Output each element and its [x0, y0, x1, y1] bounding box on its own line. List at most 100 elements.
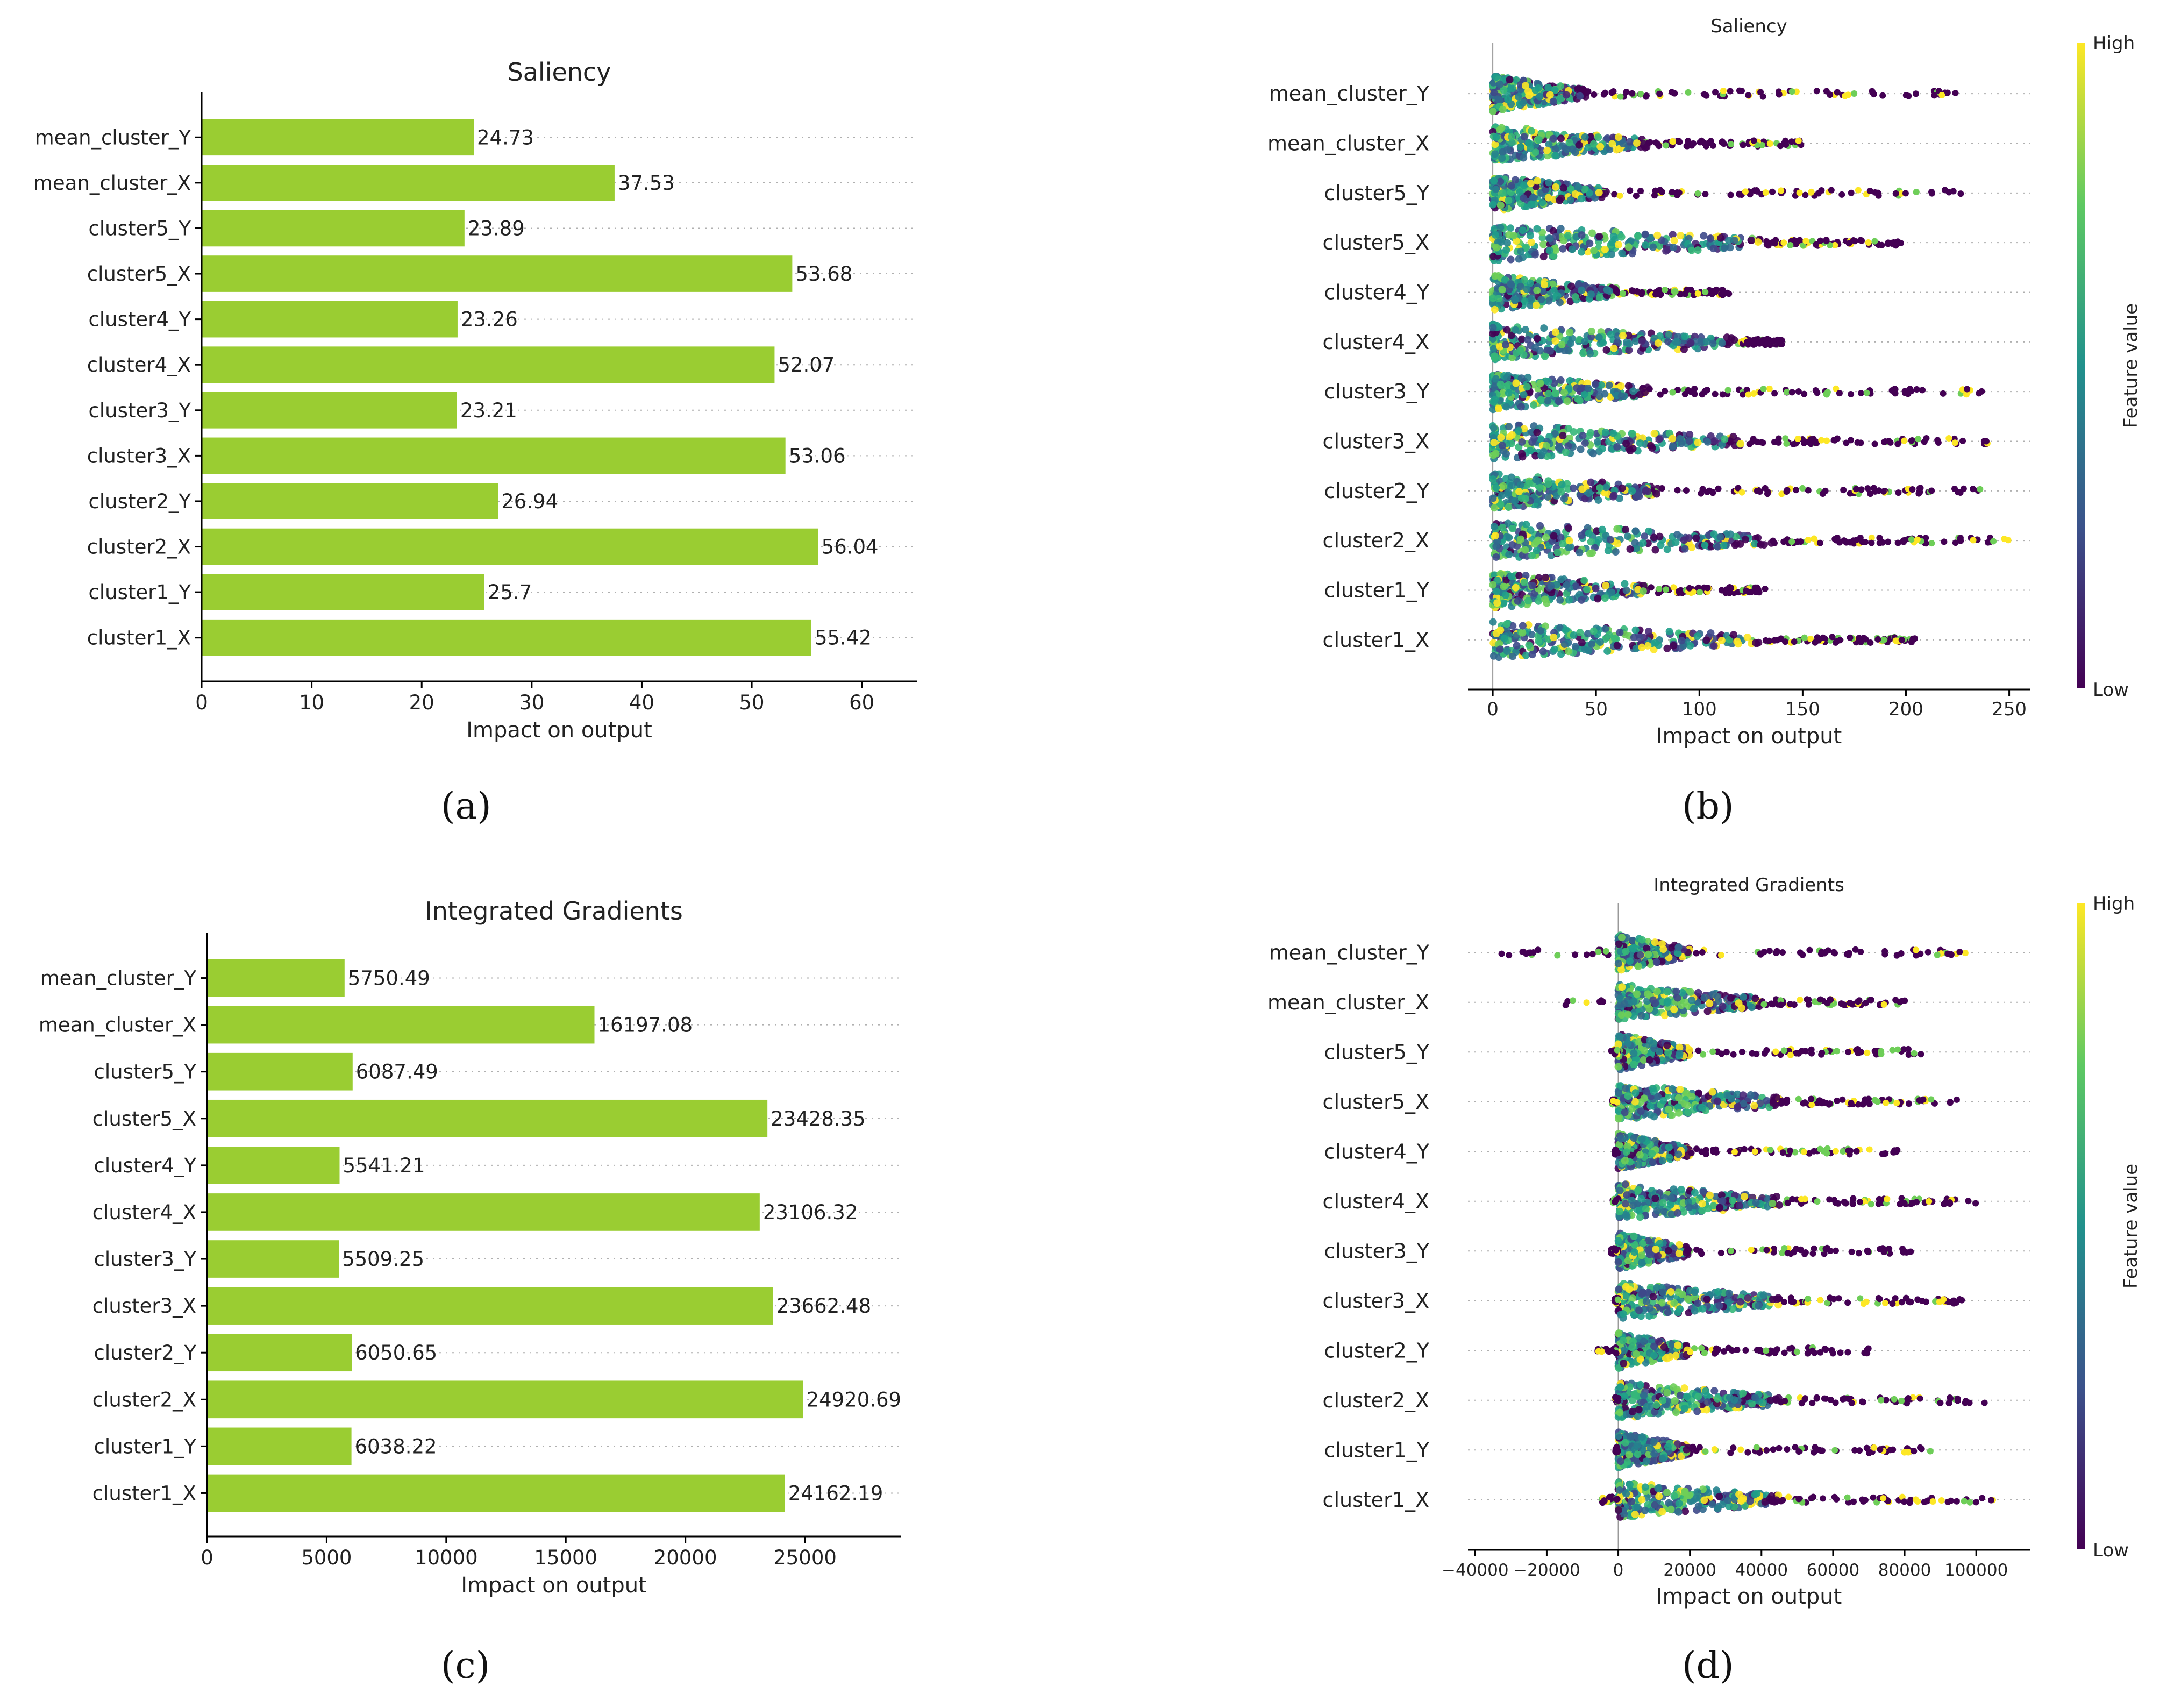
- beeswarm-point: [1489, 424, 1498, 432]
- beeswarm-point: [1532, 301, 1540, 309]
- beeswarm-point: [1508, 133, 1516, 141]
- beeswarm-point: [1686, 431, 1694, 439]
- beeswarm-point: [1823, 437, 1830, 444]
- beeswarm-point: [1490, 439, 1498, 447]
- beeswarm-point: [1970, 537, 1977, 544]
- chart-title: Saliency: [1710, 16, 1787, 37]
- beeswarm-point: [1703, 143, 1710, 150]
- x-tick-label: 50: [739, 691, 765, 714]
- beeswarm-point: [1517, 450, 1526, 458]
- beeswarm-point: [1608, 588, 1616, 596]
- beeswarm-point: [1498, 442, 1506, 450]
- beeswarm-point: [1727, 530, 1735, 538]
- beeswarm-point: [1523, 950, 1530, 957]
- bar: [207, 1147, 340, 1184]
- beeswarm-point: [1715, 485, 1722, 492]
- beeswarm-point: [1531, 540, 1539, 548]
- beeswarm-point: [1613, 443, 1621, 451]
- beeswarm-point: [1648, 444, 1656, 452]
- beeswarm-point: [1670, 584, 1677, 591]
- beeswarm-point: [1686, 585, 1693, 592]
- beeswarm-point: [1508, 541, 1516, 549]
- beeswarm-point: [1610, 88, 1617, 95]
- beeswarm-point: [1501, 341, 1509, 349]
- beeswarm-point: [1855, 187, 1862, 194]
- beeswarm-point: [1557, 134, 1565, 143]
- beeswarm-point: [1505, 196, 1513, 204]
- beeswarm-point: [1578, 596, 1586, 604]
- beeswarm-point: [1662, 287, 1669, 294]
- beeswarm-point: [1489, 652, 1498, 660]
- beeswarm-point: [1709, 245, 1717, 253]
- bar: [202, 392, 457, 429]
- beeswarm-point: [1805, 487, 1812, 494]
- beeswarm-point: [1595, 333, 1603, 341]
- x-tick-label: 30: [519, 691, 544, 714]
- beeswarm-point: [1596, 143, 1605, 151]
- beeswarm-point: [1552, 183, 1560, 191]
- beeswarm-point: [1781, 638, 1788, 645]
- beeswarm-point: [1535, 946, 1542, 953]
- beeswarm-point: [1551, 337, 1559, 345]
- beeswarm-point: [1544, 194, 1552, 202]
- beeswarm-point: [1624, 243, 1633, 251]
- beeswarm-point: [1638, 643, 1646, 651]
- beeswarm-point: [1594, 438, 1602, 446]
- colorbar-high-label: High: [2093, 33, 2135, 54]
- beeswarm-point: [1694, 190, 1701, 197]
- beeswarm-point: [1651, 639, 1659, 647]
- beeswarm-point: [1560, 495, 1568, 503]
- beeswarm-point: [1843, 439, 1850, 446]
- y-tick-label: cluster4_X: [87, 353, 191, 376]
- beeswarm-point: [1496, 380, 1505, 388]
- beeswarm-point: [1655, 435, 1663, 443]
- beeswarm-point: [1492, 543, 1500, 551]
- beeswarm-point: [1740, 993, 1748, 1001]
- y-tick-label: mean_cluster_X: [1267, 991, 1429, 1014]
- beeswarm-point: [1490, 89, 1498, 97]
- bar: [207, 1006, 595, 1044]
- beeswarm-point: [1751, 994, 1759, 1002]
- y-tick-label: cluster1_X: [92, 1482, 196, 1505]
- beeswarm-point: [1500, 86, 1508, 94]
- beeswarm-point: [1515, 92, 1523, 101]
- beeswarm-point: [1591, 380, 1599, 388]
- beeswarm-point: [1770, 537, 1777, 544]
- beeswarm-point: [1587, 640, 1595, 648]
- beeswarm-point: [1499, 524, 1507, 532]
- beeswarm-point: [1775, 435, 1782, 442]
- beeswarm-point: [1938, 91, 1945, 98]
- beeswarm-point: [1881, 948, 1888, 955]
- beeswarm-point: [1521, 546, 1529, 554]
- beeswarm-point: [1956, 949, 1963, 956]
- beeswarm-point: [1583, 999, 1590, 1006]
- beeswarm-point: [1831, 536, 1838, 543]
- beeswarm-point: [1644, 990, 1652, 998]
- beeswarm-point: [1862, 538, 1869, 545]
- beeswarm-point: [1852, 486, 1859, 493]
- beeswarm-point: [1587, 538, 1595, 546]
- bar-value-label: 24162.19: [788, 1482, 883, 1505]
- y-tick-label: cluster5_Y: [94, 1061, 197, 1084]
- beeswarm-point: [1720, 140, 1727, 147]
- beeswarm-point: [1908, 536, 1915, 543]
- beeswarm-point: [1740, 141, 1747, 148]
- y-tick-label: cluster5_Y: [1324, 181, 1429, 205]
- beeswarm-point: [1676, 588, 1683, 595]
- beeswarm-point: [1905, 92, 1912, 99]
- beeswarm-point: [1622, 586, 1630, 594]
- beeswarm-point: [1822, 487, 1829, 494]
- beeswarm-point: [1592, 585, 1600, 593]
- beeswarm-point: [1649, 996, 1657, 1004]
- x-tick-label: 0: [201, 1546, 213, 1569]
- beeswarm-point: [1885, 538, 1892, 545]
- y-tick-label: cluster3_X: [87, 444, 191, 467]
- beeswarm-point: [1557, 650, 1565, 658]
- beeswarm-point: [1759, 439, 1766, 446]
- beeswarm-point: [1528, 295, 1536, 303]
- beeswarm-point: [1957, 535, 1964, 542]
- beeswarm-point: [1505, 503, 1513, 511]
- beeswarm-point: [1562, 91, 1570, 99]
- beeswarm-point: [1585, 88, 1592, 95]
